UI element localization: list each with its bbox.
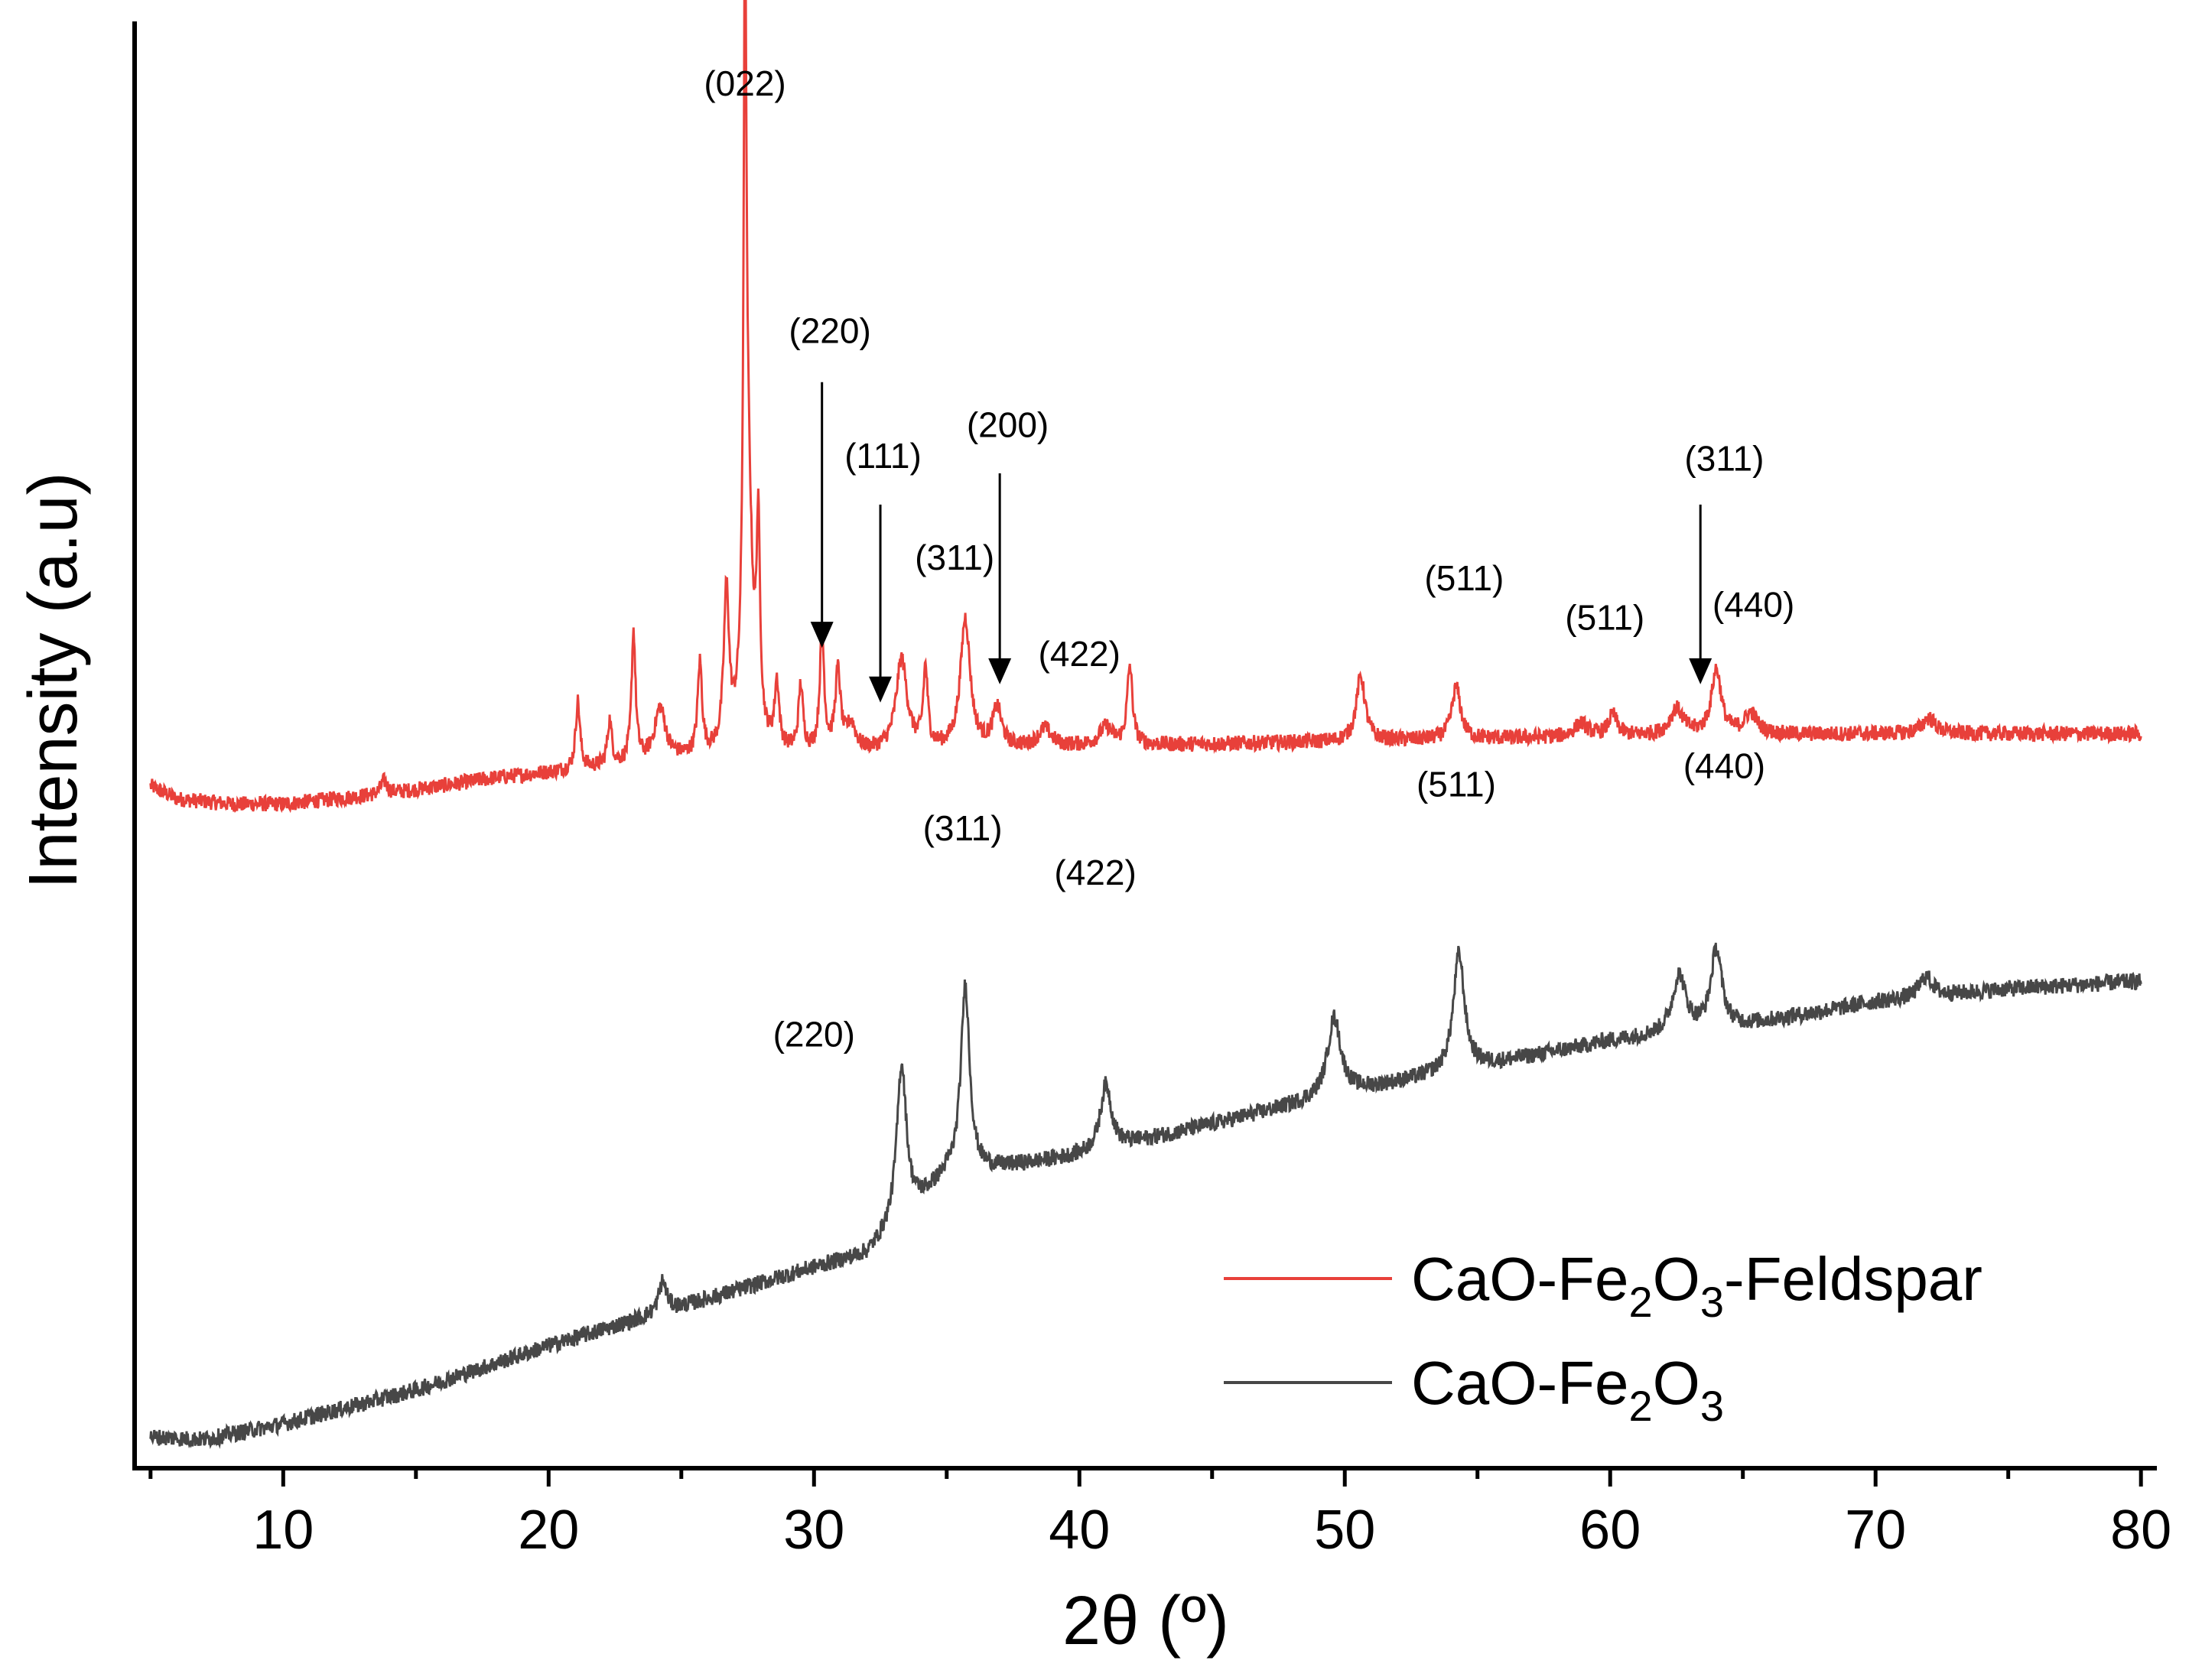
peak-label: (220) [789, 311, 870, 351]
legend-label: CaO-Fe2O3-Feldspar [1411, 1245, 1982, 1326]
peak-label: (511) [1417, 764, 1496, 804]
y-axis-title: Intensity (a.u) [15, 472, 92, 889]
peak-label: (311) [1684, 439, 1764, 479]
peak-label: (111) [844, 436, 922, 476]
x-tick-label: 40 [1049, 1500, 1110, 1561]
arrow-head [869, 676, 893, 703]
series-line [149, 0, 2142, 814]
legend-text-part: -Feldspar [1724, 1245, 1982, 1313]
legend-label: CaO-Fe2O3 [1411, 1349, 1724, 1430]
legend-text-part: O [1653, 1349, 1700, 1417]
peak-label: (220) [773, 1014, 855, 1054]
x-tick-label: 30 [783, 1500, 844, 1561]
x-tick-label: 20 [518, 1500, 579, 1561]
x-tick-label: 70 [1845, 1500, 1906, 1561]
peak-label: (511) [1565, 597, 1644, 637]
legend-subscript: 3 [1700, 1382, 1724, 1430]
peak-annotations: (022) (220) (111) (200) (311) (422) (511) (511)… [704, 63, 1794, 1054]
x-tick-label: 80 [2110, 1500, 2171, 1561]
peak-label: (022) [704, 63, 786, 103]
legend-text-part: CaO-Fe [1411, 1349, 1629, 1417]
axes: 10 20 30 40 50 60 70 80 2θ (º) Intensity (a.u) [15, 21, 2171, 1659]
x-tick-label: 60 [1579, 1500, 1641, 1561]
peak-label: (440) [1712, 584, 1794, 624]
legend-subscript: 3 [1700, 1278, 1724, 1326]
arrow-head [810, 622, 834, 648]
arrow-head [1689, 658, 1712, 684]
series-line [149, 942, 2142, 1450]
arrow-head [988, 658, 1012, 684]
legend-text-part: O [1653, 1245, 1700, 1313]
peak-label: (311) [923, 808, 1003, 848]
legend-subscript: 2 [1629, 1278, 1653, 1326]
legend-subscript: 2 [1629, 1382, 1653, 1430]
peak-label: (422) [1039, 634, 1121, 674]
plot-area [149, 0, 2142, 1450]
x-axis-title: 2θ (º) [1062, 1583, 1229, 1659]
legend-text-part: CaO-Fe [1411, 1245, 1629, 1313]
x-tick-label: 10 [252, 1500, 314, 1561]
peak-label: (200) [967, 405, 1049, 444]
peak-label: (440) [1683, 746, 1765, 785]
x-tick-label: 50 [1314, 1500, 1375, 1561]
x-ticks: 10 20 30 40 50 60 70 80 [148, 1468, 2171, 1561]
peak-label: (422) [1054, 853, 1136, 892]
peak-label: (311) [915, 538, 994, 577]
peak-label: (511) [1424, 558, 1504, 598]
